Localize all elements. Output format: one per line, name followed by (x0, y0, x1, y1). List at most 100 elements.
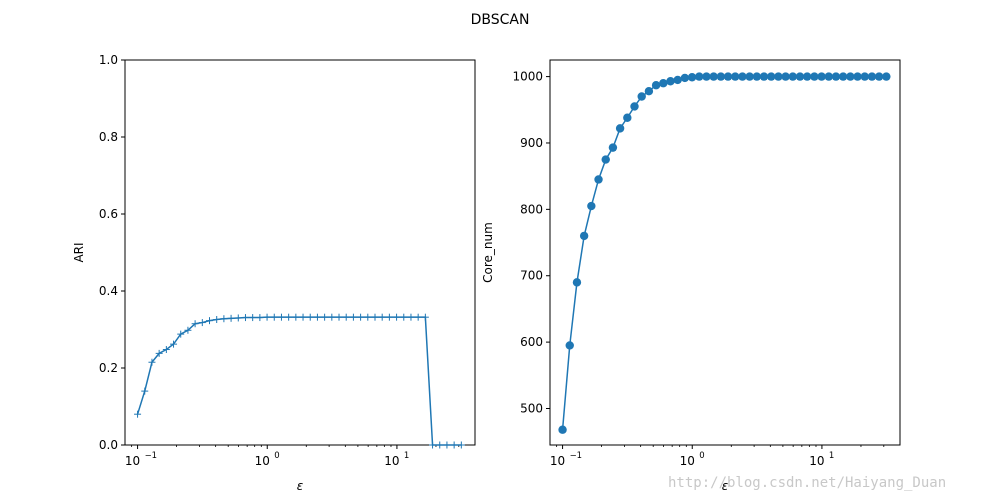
ari-axes-frame (124, 59, 476, 446)
ari-data-point (148, 358, 156, 366)
ari-x-axis-label: ε (297, 479, 304, 493)
ari-x-tick-label: 10 (255, 454, 270, 468)
ari-y-tick-label: 0.4 (99, 284, 118, 298)
core-num-data-point (767, 72, 776, 81)
ari-data-point (385, 313, 393, 321)
ari-y-tick-label: 0.2 (99, 361, 118, 375)
ari-data-point (277, 313, 285, 321)
core-num-x-tick-exponent: 1 (829, 451, 834, 461)
ari-data-point (198, 319, 206, 327)
core-num-data-point (838, 72, 848, 81)
core-num-data-point (695, 72, 704, 81)
ari-data-point (162, 346, 170, 354)
core-num-data-point (874, 72, 884, 81)
ari-data-point (313, 313, 321, 321)
ari-y-axis-label: ARI (72, 242, 86, 262)
ari-data-point (213, 315, 221, 323)
ari-data-point (414, 313, 422, 321)
core-num-y-tick-label: 500 (520, 401, 543, 415)
core-num-data-point (846, 72, 855, 81)
ari-data-point (393, 313, 401, 321)
ari-y-tick-label: 0.6 (99, 207, 118, 221)
ari-data-point (436, 441, 444, 449)
ari-data-point (443, 441, 451, 449)
core-num-data-point (601, 155, 610, 164)
ari-data-point (457, 441, 465, 449)
core-num-y-tick-label: 1000 (512, 70, 543, 84)
core-num-data-point (587, 201, 596, 211)
ari-x-tick-exponent: −1 (145, 451, 158, 461)
ari-data-point (249, 314, 257, 322)
ari-data-point (306, 313, 314, 321)
core-num-data-point (716, 72, 726, 81)
core-num-data-point (709, 72, 718, 81)
ari-data-point (450, 441, 458, 449)
core-num-data-point (666, 77, 675, 86)
core-num-x-tick-label: 10 (550, 454, 565, 468)
core-num-data-point (630, 102, 639, 111)
core-num-y-axis-label: Core_num (481, 222, 495, 283)
ari-data-point (364, 313, 372, 321)
ari-data-point (285, 313, 293, 321)
ari-y-tick-label: 0.0 (99, 438, 118, 452)
ari-data-point (299, 313, 307, 321)
core-num-data-point (673, 75, 682, 85)
ari-data-point (241, 314, 249, 322)
core-num-x-axis-label: ε (722, 479, 729, 493)
ari-data-point (256, 314, 264, 322)
ari-data-point (155, 349, 163, 357)
core-num-data-point (594, 175, 603, 184)
ari-subplot: ARI ε 0.0 0.2 0.4 0.6 0.8 1.0 10 −1 10 0 10 1 (72, 53, 476, 493)
ari-data-point (220, 315, 228, 323)
core-num-subplot: Core_num ε 500 600 700 800 900 1000 10 −1 10 0 10 1 (481, 59, 901, 493)
ari-data-point (429, 441, 437, 449)
ari-data-point (342, 313, 350, 321)
core-num-y-tick-label: 800 (520, 202, 543, 216)
ari-x-tick-label: 10 (384, 454, 399, 468)
ari-data-point (292, 313, 300, 321)
core-num-data-point (817, 72, 826, 81)
core-num-x-tick-label: 10 (809, 454, 824, 468)
ari-data-point (378, 313, 386, 321)
core-num-axes-frame (549, 59, 901, 446)
core-num-data-point (572, 278, 582, 287)
core-num-data-point (774, 72, 783, 81)
core-num-data-point (745, 72, 754, 81)
ari-y-tick-label: 1.0 (99, 53, 118, 67)
core-num-data-point (860, 72, 869, 81)
core-num-data-point (644, 86, 654, 96)
core-num-data-point (702, 72, 711, 81)
ari-data-point (328, 313, 336, 321)
core-num-data-point (731, 72, 740, 81)
ari-data-point (191, 320, 199, 328)
ari-data-point (321, 313, 329, 321)
core-num-y-tick-label: 700 (520, 269, 543, 283)
core-num-data-point (637, 92, 646, 101)
core-num-x-tick-exponent: 0 (699, 451, 704, 461)
core-num-x-tick-exponent: −1 (570, 451, 583, 461)
core-num-data-point (608, 143, 618, 152)
core-num-data-point (759, 72, 769, 81)
ari-x-tick-exponent: 1 (404, 451, 409, 461)
ari-data-point (357, 313, 365, 321)
ari-data-point (206, 317, 214, 325)
core-num-data-point (579, 231, 589, 241)
ari-data-point (234, 314, 242, 322)
ari-x-tick-exponent: 0 (274, 451, 279, 461)
core-num-data-point (802, 72, 812, 81)
ari-series-line (136, 316, 462, 446)
core-num-data-point (824, 72, 833, 81)
core-num-y-tick-label: 900 (520, 136, 543, 150)
core-num-data-point (795, 72, 805, 81)
core-num-data-point (651, 81, 661, 90)
core-num-data-point (723, 72, 733, 81)
watermark: http://blog.csdn.net/Haiyang_Duan (668, 475, 946, 491)
ari-data-point (141, 387, 149, 395)
core-num-data-point (867, 72, 877, 81)
core-num-data-point (738, 72, 747, 81)
ari-data-point (421, 313, 429, 321)
core-num-data-point (659, 79, 668, 88)
ari-data-point (134, 410, 142, 418)
core-num-data-point (781, 72, 790, 81)
